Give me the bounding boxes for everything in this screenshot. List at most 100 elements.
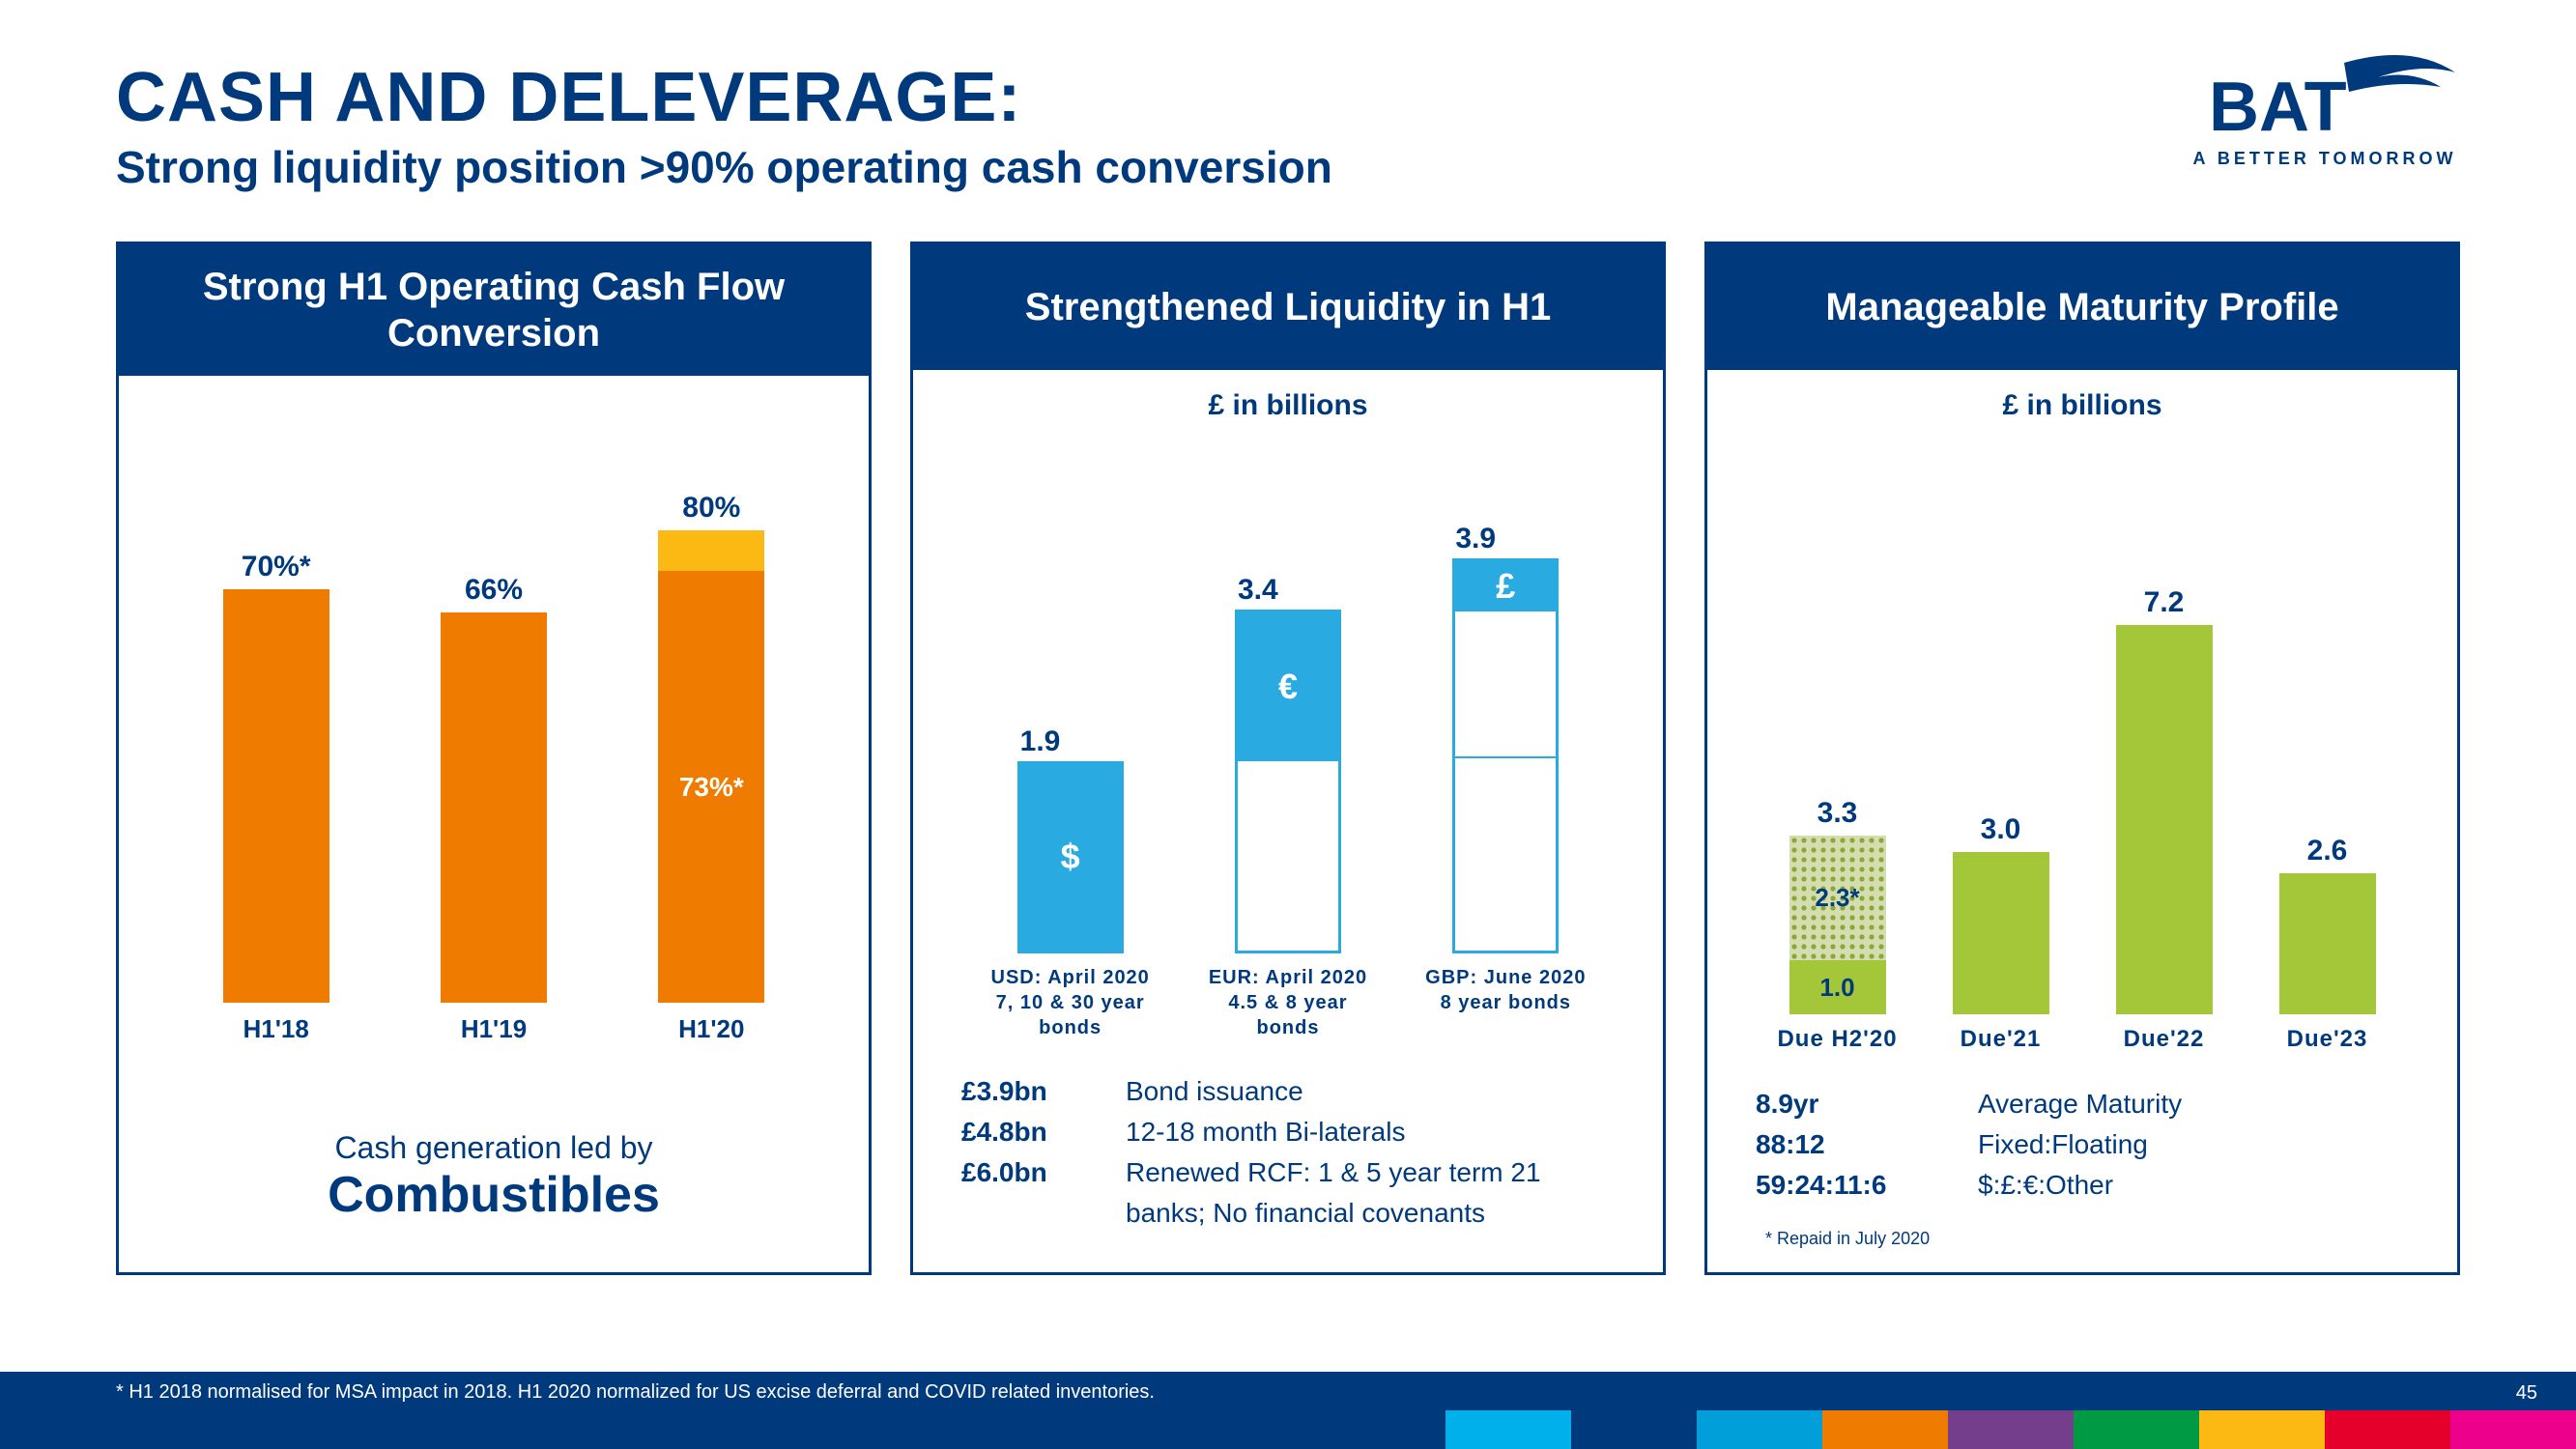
unit-label: £ in billions <box>1736 389 2428 422</box>
x-axis-label: H1'18 <box>243 1014 308 1101</box>
bar-top-label: 1.9 <box>1020 725 1061 758</box>
x-axis-label: Due'21 <box>1961 1026 2042 1065</box>
bar-group: 7.2 Due'22 <box>2082 625 2246 1065</box>
bar-group: 3.0 Due'21 <box>1919 852 2082 1065</box>
bar-group: 2.6 Due'23 <box>2246 873 2409 1065</box>
rainbow-segment <box>1822 1410 1948 1449</box>
panel-cash-flow: Strong H1 Operating Cash Flow Conversion… <box>116 242 872 1275</box>
bar-segment: 2.3* <box>1789 836 1886 960</box>
bar-empty <box>1455 611 1556 951</box>
bar-stack: 2.6 <box>2279 873 2376 1014</box>
info-row: £4.8bn12-18 month Bi-laterals <box>961 1112 1615 1152</box>
panel-liquidity: Strengthened Liquidity in H1 £ in billio… <box>910 242 1666 1275</box>
x-axis-label: USD: April 20207, 10 & 30 yearbonds <box>991 965 1150 1052</box>
rainbow-segment <box>2199 1410 2325 1449</box>
info-key: 8.9yr <box>1756 1084 1949 1124</box>
info-row: 88:12 Fixed:Floating <box>1756 1124 2409 1165</box>
panel-footnote: * Repaid in July 2020 <box>1736 1225 2428 1253</box>
panel-header: Manageable Maturity Profile <box>1707 244 2457 370</box>
panel-footer: Cash generation led by Combustibles <box>148 1111 840 1253</box>
liquidity-chart: $1.9 USD: April 20207, 10 & 30 yearbonds €… <box>942 422 1634 1062</box>
bar-top-label: 7.2 <box>2144 586 2185 619</box>
main-title: CASH AND DELEVERAGE: <box>116 58 2190 137</box>
outline-bar: $1.9 <box>1017 761 1124 953</box>
bar-fill: € <box>1238 612 1338 762</box>
rainbow-segment <box>1445 1410 1571 1449</box>
info-value: Renewed RCF: 1 & 5 year term 21 banks; N… <box>1126 1152 1615 1234</box>
page-number: 45 <box>2516 1382 2537 1405</box>
panel-header: Strong H1 Operating Cash Flow Conversion <box>119 244 869 376</box>
bar-top-label: 80% <box>682 492 740 525</box>
bar-stack: 66% <box>441 612 547 1003</box>
info-key: £3.9bn <box>961 1071 1097 1112</box>
bar-divider <box>1455 756 1556 758</box>
title-block: CASH AND DELEVERAGE: Strong liquidity po… <box>116 58 2190 193</box>
bar-stack: 7.2 <box>2116 625 2213 1014</box>
bar-empty <box>1238 761 1338 951</box>
footer-emphasis: Combustibles <box>157 1166 830 1224</box>
bar-stack: 73%*80% <box>658 530 764 1003</box>
info-key: £6.0bn <box>961 1152 1097 1234</box>
bar-top-label: 3.3 <box>1818 797 1858 830</box>
logo-tagline: A BETTER TOMORROW <box>2193 149 2457 169</box>
bar-stack: 70%* <box>223 589 329 1003</box>
x-axis-label: H1'19 <box>461 1014 527 1101</box>
bar-fill: $ <box>1020 764 1121 951</box>
info-key: 88:12 <box>1756 1124 1949 1165</box>
panel-header: Strengthened Liquidity in H1 <box>913 244 1663 370</box>
info-value: Fixed:Floating <box>1978 1124 2409 1165</box>
header: CASH AND DELEVERAGE: Strong liquidity po… <box>0 0 2576 222</box>
info-value: Average Maturity <box>1978 1084 2409 1124</box>
maturity-info: 8.9yr Average Maturity 88:12 Fixed:Floating… <box>1736 1074 2428 1225</box>
panel-body: £ in billions $1.9 USD: April 20207, 10 &… <box>913 370 1663 1272</box>
bar-segment <box>658 530 764 572</box>
bottom-footnote: * H1 2018 normalised for MSA impact in 2… <box>116 1381 1155 1404</box>
unit-label: £ in billions <box>942 389 1634 422</box>
info-key: £4.8bn <box>961 1112 1097 1152</box>
bar-group: £3.9 GBP: June 20208 year bonds <box>1397 558 1615 1052</box>
bar-stack: 3.0 <box>1953 852 2049 1014</box>
info-key: 59:24:11:6 <box>1756 1165 1949 1206</box>
x-axis-label: Due'23 <box>2287 1026 2368 1065</box>
bar-segment: 1.0 <box>1789 960 1886 1014</box>
rainbow-segment <box>1948 1410 2074 1449</box>
footer-lead: Cash generation led by <box>157 1130 830 1166</box>
outline-bar: €3.4 <box>1235 610 1341 953</box>
rainbow-strip <box>1445 1410 2576 1449</box>
bar-segment <box>2279 873 2376 1014</box>
bar-top-label: 3.9 <box>1455 523 1496 555</box>
info-row: 8.9yr Average Maturity <box>1756 1084 2409 1124</box>
cash-flow-chart: 70%*H1'1866%H1'1973%*80%H1'20 <box>148 395 840 1111</box>
bar-top-label: 70%* <box>242 551 311 583</box>
x-axis-label: H1'20 <box>678 1014 744 1101</box>
rainbow-segment <box>2074 1410 2199 1449</box>
bar-top-label: 3.0 <box>1981 813 2021 846</box>
maturity-chart: 1.02.3*3.3Due H2'203.0Due'217.2Due'222.6… <box>1736 422 2428 1074</box>
outline-bar: £3.9 <box>1452 558 1559 953</box>
bar-segment: 73%* <box>658 571 764 1003</box>
bar-group: €3.4 EUR: April 20204.5 & 8 yearbonds <box>1179 610 1396 1052</box>
panel-body: 70%*H1'1866%H1'1973%*80%H1'20 Cash gener… <box>119 376 869 1272</box>
bar-group: 73%*80% H1'20 <box>603 530 820 1101</box>
bar-stack: 1.02.3*3.3 <box>1789 836 1886 1014</box>
info-row: £6.0bn Renewed RCF: 1 & 5 year term 21 ba… <box>961 1152 1615 1234</box>
rainbow-segment <box>1571 1410 1697 1449</box>
bar-top-label: 66% <box>465 574 523 607</box>
x-axis-label: EUR: April 20204.5 & 8 yearbonds <box>1209 965 1367 1052</box>
bar-segment <box>2116 625 2213 1014</box>
x-axis-label: GBP: June 20208 year bonds <box>1425 965 1586 1052</box>
x-axis-label: Due'22 <box>2124 1026 2205 1065</box>
rainbow-segment <box>2450 1410 2576 1449</box>
rainbow-segment <box>1697 1410 1822 1449</box>
logo-icon: BAT <box>2190 48 2460 145</box>
bar-top-label: 3.4 <box>1238 574 1278 607</box>
rainbow-segment <box>2325 1410 2450 1449</box>
panels-container: Strong H1 Operating Cash Flow Conversion… <box>0 222 2576 1275</box>
bar-segment <box>223 589 329 1003</box>
info-value: Bond issuance <box>1126 1071 1615 1112</box>
liquidity-info: £3.9bn Bond issuance£4.8bn12-18 month Bi-… <box>942 1062 1634 1253</box>
logo: BAT A BETTER TOMORROW <box>2190 48 2460 169</box>
subtitle: Strong liquidity position >90% operating… <box>116 141 2190 193</box>
bar-segment <box>1953 852 2049 1014</box>
info-row: 59:24:11:6$:£:€:Other <box>1756 1165 2409 1206</box>
